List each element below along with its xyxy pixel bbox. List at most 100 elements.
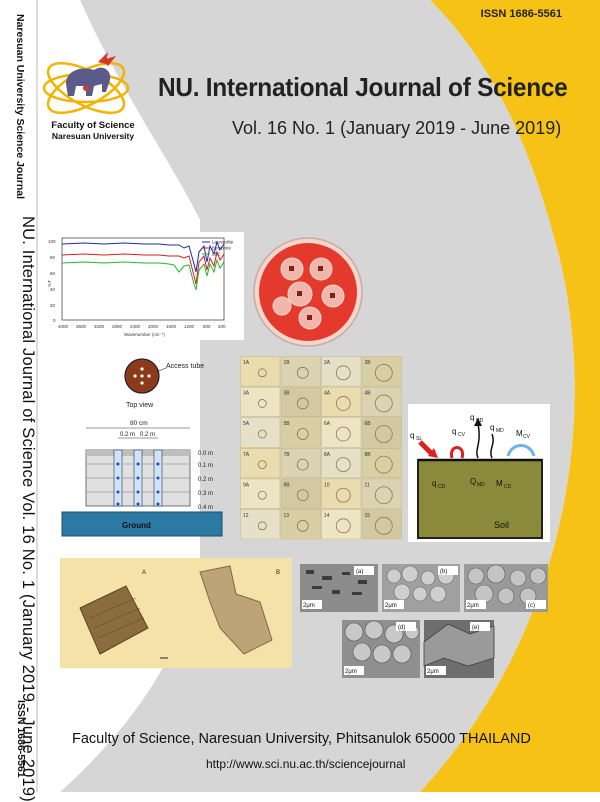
sem-panel-c: (c) 2μm [464, 564, 548, 612]
soil-energy-diagram: q SL q CV q RD q MD M CV q CD Q MD M CD … [408, 404, 550, 542]
pollen-cell [321, 478, 362, 509]
spacing-label: 0.2 m [140, 432, 155, 438]
pollen-grain [335, 487, 351, 503]
pollen-cell [321, 386, 362, 417]
flux-sub: CD [438, 484, 446, 490]
pollen-grain [296, 366, 309, 379]
top-view-label: Top view [126, 402, 154, 409]
sem-panel-label: (a) [356, 569, 363, 575]
sem-scale: 2μm [427, 669, 439, 675]
pollen-grain [296, 489, 309, 502]
pollen-grain [296, 519, 309, 532]
pollen-cell-label: 14 [324, 513, 330, 519]
pollen-cell-label: 2A [324, 360, 331, 366]
ftir-legend-item: LBC [212, 252, 222, 257]
flux-sub: CV [523, 434, 531, 440]
pollen-cell-label: 4B [365, 391, 372, 397]
pollen-grain [296, 458, 309, 471]
pollen-grain [374, 394, 393, 413]
pollen-cell [240, 448, 281, 479]
sem-panel-b: (b) 2μm [382, 564, 460, 612]
pollen-cell-label: 6A [324, 421, 331, 427]
flux-label: q [432, 479, 436, 488]
sem-panel-label: (e) [472, 625, 479, 631]
pollen-grain [257, 429, 267, 439]
pollen-cell [240, 417, 281, 448]
sem-panel-label: (b) [440, 569, 447, 575]
ftir-xtick: 2000 [148, 324, 159, 329]
pollen-cell-label: 15 [365, 513, 371, 519]
pollen-cell [361, 478, 402, 509]
pollen-grain [257, 368, 267, 378]
pollen-cell [321, 448, 362, 479]
pollen-grain [374, 486, 393, 505]
sem-scale: 2μm [467, 603, 479, 609]
pollen-grain [296, 428, 309, 440]
pollen-cell [240, 386, 281, 417]
flux-label: q [452, 427, 456, 436]
pollen-grain [257, 490, 267, 500]
footer-address: Faculty of Science, Naresuan University,… [72, 731, 531, 747]
pollen-grain [374, 363, 393, 382]
footer-url[interactable]: http://www.sci.nu.ac.th/sciencejournal [206, 757, 406, 771]
ftir-xtick: 1600 [166, 324, 177, 329]
pollen-cell-label: 5B [284, 421, 291, 427]
spine-top-text: Naresuan University Science Journal [14, 14, 26, 199]
ftir-ytick: 0 [53, 318, 56, 323]
micro-label-a: A [142, 570, 146, 576]
pollen-grain [296, 397, 309, 410]
ftir-line-lbc [61, 258, 225, 291]
pollen-cell [321, 509, 362, 540]
flux-sub: CD [504, 484, 512, 490]
sem-scale: 2μm [385, 603, 397, 609]
micrograph-image: A B [60, 558, 292, 668]
pollen-cell-label: 9A [243, 482, 250, 488]
faculty-name: Faculty of Science [51, 120, 135, 131]
spine-issn: ISSN 1686-5561 [15, 700, 27, 778]
pollen-cell [280, 478, 321, 509]
access-tube-label: Access tube [166, 363, 204, 370]
spine: Naresuan University Science Journal NU. … [0, 0, 38, 802]
pollen-cell-label: 7B [284, 452, 291, 458]
sem-panel-d: (d) 2μm [342, 620, 420, 678]
ftir-ytick: 20 [50, 303, 56, 308]
ftir-ytick: 60 [50, 271, 56, 276]
depth-label: 0.3 m [198, 491, 213, 497]
ftir-figure: 100 80 60 40 20 0 %T 4000 3600 3200 2800… [44, 232, 244, 340]
ftir-xtick: 2800 [112, 324, 123, 329]
sem-panel-label: (c) [528, 603, 535, 609]
flux-sub: MD [496, 428, 504, 434]
pollen-grain [335, 457, 351, 473]
depth-label: 0.1 m [198, 463, 213, 469]
pollen-grain [374, 425, 393, 443]
pollen-cell-label: 3A [243, 391, 250, 397]
sem-scale: 2μm [303, 603, 315, 609]
pollen-grain [335, 518, 351, 534]
flux-label: q [470, 413, 474, 422]
ftir-xtick: 3600 [76, 324, 87, 329]
ftir-ylabel: %T [47, 280, 52, 287]
spacing-label: 0.2 m [120, 432, 135, 438]
ftir-ytick: 40 [50, 287, 56, 292]
sem-panel-a: (a) 2μm [300, 564, 378, 612]
pollen-cell-label: 1B [284, 360, 291, 366]
ftir-legend-item: Leonardite [212, 240, 234, 245]
depth-label: 0.0 m [198, 451, 213, 457]
sem-scale: 2μm [345, 669, 357, 675]
ftir-xtick: 800 [203, 324, 211, 329]
pollen-grain [374, 455, 393, 474]
ftir-xtick: 400 [218, 324, 226, 329]
pollen-cell [280, 417, 321, 448]
flux-label: Q [470, 477, 476, 486]
journal-title: NU. International Journal of Science [158, 72, 568, 102]
pollen-cell [240, 509, 281, 540]
pollen-cell [321, 417, 362, 448]
depth-label: 0.2 m [198, 477, 213, 483]
pollen-cell [280, 509, 321, 540]
pollen-cell [321, 356, 362, 387]
pollen-cell-label: 7A [243, 452, 250, 458]
faculty-block: Faculty of Science Naresuan University [38, 120, 148, 141]
pollen-cell-label: 8B [365, 452, 372, 458]
ftir-xtick: 3200 [94, 324, 105, 329]
pollen-cell-label: 8A [324, 452, 331, 458]
